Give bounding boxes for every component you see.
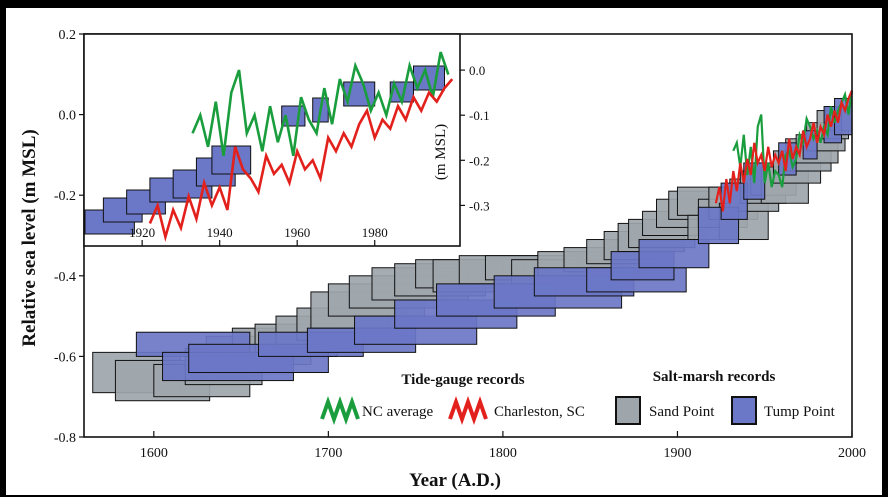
x-tick-label: 1600 xyxy=(140,446,168,461)
x-tick-label: 1900 xyxy=(663,446,691,461)
inset-x-tick-label: 1960 xyxy=(284,225,310,240)
inset-right-axis-label: (m MSL) xyxy=(433,124,449,180)
nc-averageline xyxy=(732,90,854,188)
charleston-scline xyxy=(714,89,854,212)
x-axis-title: Year (A.D.) xyxy=(409,470,501,491)
x-tick-label: 1800 xyxy=(489,446,517,461)
main-axis-ticks: 1600 1700 1800 1900 2000 0.2 0.0 -0.2 -0.4 -0.6 -0… xyxy=(54,28,866,461)
main-lines-layer xyxy=(714,89,854,212)
y-tick-label: -0.6 xyxy=(54,350,76,365)
inset-right-tick-label: -0.3 xyxy=(469,198,490,213)
y-tick-label: 0.2 xyxy=(59,28,77,43)
legend-tump-label: Tump Point xyxy=(764,404,836,420)
y-tick-label: -0.2 xyxy=(54,189,76,204)
inset-right-tick-label: 0.0 xyxy=(469,63,485,78)
legend-tump-swatch xyxy=(731,396,757,425)
legend-nc-label: NC average xyxy=(362,404,434,420)
main-boxes-layer xyxy=(92,97,853,402)
inset-right-tick-label: -0.1 xyxy=(469,108,490,123)
legend-tide-gauge-title: Tide-gauge records xyxy=(401,372,524,388)
inset-plot: 1920 1940 1960 1980 0.0 -0.1 -0.2 -0.3 (m MSL) xyxy=(83,33,490,247)
y-tick-label: 0.0 xyxy=(59,109,77,124)
legend-sand-swatch xyxy=(615,396,641,425)
legend: Tide-gauge records Salt-marsh records NC… xyxy=(320,369,836,426)
main-plot-area: 1600 1700 1800 1900 2000 0.2 0.0 -0.2 -0.4 -0.6 -0… xyxy=(54,28,866,461)
y-tick-label: -0.4 xyxy=(54,270,76,285)
legend-charleston-swatch xyxy=(448,395,488,426)
legend-charleston-label: Charleston, SC xyxy=(494,404,585,420)
inset-x-tick-label: 1980 xyxy=(362,225,388,240)
inset-lines-layer xyxy=(148,51,454,243)
legend-sand-label: Sand Point xyxy=(649,404,715,420)
inset-x-tick-label: 1920 xyxy=(129,225,155,240)
inset-axis-ticks: 1920 1940 1960 1980 0.0 -0.1 -0.2 -0.3 xyxy=(129,63,490,246)
inset-right-tick-label: -0.2 xyxy=(469,153,490,168)
x-tick-label: 1700 xyxy=(314,446,342,461)
inset-x-tick-label: 1940 xyxy=(207,225,233,240)
legend-salt-marsh-title: Salt-marsh records xyxy=(653,369,776,385)
y-axis-title: Relative sea level (m MSL) xyxy=(19,129,40,346)
y-tick-label: -0.8 xyxy=(54,431,76,446)
tump-point-box xyxy=(638,239,710,269)
legend-nc-swatch xyxy=(320,395,360,426)
inset-charleston-scline xyxy=(148,78,454,243)
x-tick-label: 2000 xyxy=(838,446,866,461)
inset-nc-averageline xyxy=(191,51,450,157)
